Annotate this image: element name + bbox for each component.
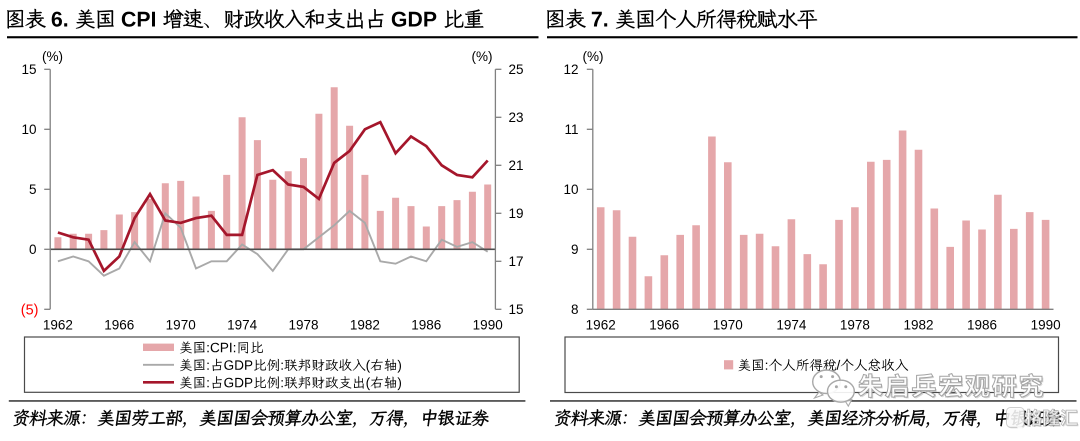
svg-text:10: 10 [563, 182, 578, 197]
svg-text:1974: 1974 [776, 318, 807, 333]
svg-text:1962: 1962 [43, 318, 73, 333]
svg-text:11: 11 [564, 122, 578, 137]
svg-text:23: 23 [509, 110, 524, 125]
svg-text:1982: 1982 [350, 318, 380, 333]
svg-text:19: 19 [509, 206, 524, 221]
svg-text:1990: 1990 [1031, 318, 1061, 333]
svg-text:(5): (5) [21, 303, 39, 319]
svg-text:1982: 1982 [903, 318, 933, 333]
svg-text:12: 12 [563, 62, 578, 77]
svg-text:1990: 1990 [473, 318, 503, 333]
svg-text:(%): (%) [583, 49, 604, 64]
svg-text:(%): (%) [472, 49, 493, 64]
svg-text:15: 15 [509, 302, 524, 317]
svg-text:0: 0 [29, 242, 37, 257]
svg-text:9: 9 [571, 242, 579, 257]
svg-text:1970: 1970 [166, 318, 196, 333]
svg-text:17: 17 [509, 254, 524, 269]
svg-text:1978: 1978 [288, 318, 318, 333]
svg-text:25: 25 [509, 62, 524, 77]
svg-text:8: 8 [571, 302, 579, 317]
svg-text:1986: 1986 [967, 318, 997, 333]
svg-text:1978: 1978 [840, 318, 870, 333]
svg-text:10: 10 [21, 122, 36, 137]
svg-text:(%): (%) [42, 49, 63, 64]
svg-text:1970: 1970 [713, 318, 743, 333]
svg-text:1986: 1986 [411, 318, 441, 333]
svg-text:15: 15 [21, 62, 36, 77]
svg-text:1966: 1966 [649, 318, 679, 333]
svg-text:1962: 1962 [586, 318, 616, 333]
svg-text:5: 5 [29, 182, 37, 197]
svg-text:1974: 1974 [227, 318, 258, 333]
svg-text:21: 21 [509, 158, 524, 173]
svg-text:1966: 1966 [104, 318, 134, 333]
